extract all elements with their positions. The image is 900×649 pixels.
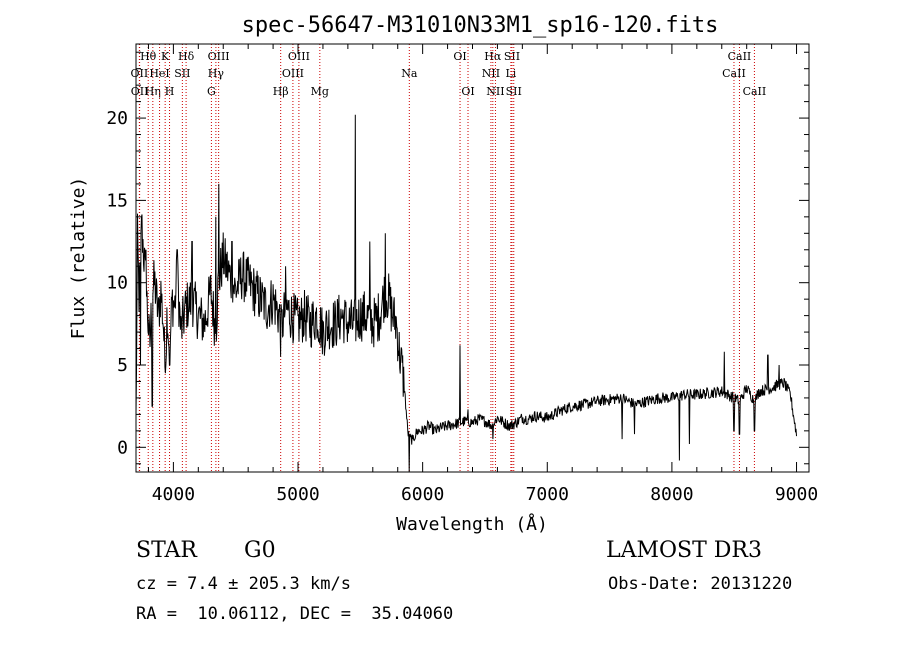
line-marker-label-20: NII: [482, 67, 500, 80]
line-marker-label-14: OIII: [282, 67, 304, 80]
x-tick-label-8000: 8000: [650, 484, 693, 505]
line-marker-label-16: Na: [401, 67, 418, 80]
x-tick-label-5000: 5000: [276, 484, 319, 505]
chart-title: spec-56647-M31010N33M1_sp16-120.fits: [242, 13, 719, 38]
line-marker-label-17: OI: [453, 50, 466, 63]
spectrum-line: [135, 114, 797, 473]
line-marker-label-21: NII: [486, 85, 504, 98]
axis-ticks: 4000 5000 6000 7000 8000 9000 0 5 10 15 20: [106, 44, 818, 505]
x-tick-label-6000: 6000: [401, 484, 444, 505]
x-tick-label-7000: 7000: [526, 484, 569, 505]
plot-frame: [135, 43, 810, 473]
line-marker-label-15: Mg: [311, 85, 329, 98]
object-subclass: G0: [244, 538, 276, 563]
x-tick-label-9000: 9000: [775, 484, 818, 505]
line-marker-label-0: Hθ: [140, 50, 157, 63]
line-marker-label-6: H: [165, 85, 175, 98]
redshift-cz: cz = 7.4 ± 205.3 km/s: [136, 574, 351, 594]
line-marker-label-9: OIII: [208, 50, 230, 63]
y-tick-label-5: 5: [117, 355, 128, 376]
line-marker-label-5: HeI: [149, 67, 169, 80]
line-marker-label-24: SII: [506, 85, 522, 98]
line-marker-label-10: Hγ: [208, 67, 225, 80]
y-tick-label-20: 20: [106, 108, 128, 129]
line-marker-label-3: Hη: [145, 85, 161, 98]
line-marker-label-13: OIII: [288, 50, 310, 63]
line-marker-label-26: CaII: [722, 67, 746, 80]
line-marker-label-22: SII: [504, 50, 520, 63]
survey-name: LAMOST DR3: [606, 538, 762, 563]
line-marker-label-1: OII: [131, 67, 149, 80]
x-axis-label: Wavelength (Å): [396, 513, 548, 535]
line-marker-label-8: SII: [174, 67, 190, 80]
line-marker-label-12: Hβ: [273, 85, 289, 98]
x-tick-label-4000: 4000: [152, 484, 195, 505]
ra-dec: RA = 10.06112, DEC = 35.04060: [136, 604, 454, 624]
line-marker-label-11: G: [207, 85, 216, 98]
line-marker-label-19: Hα: [484, 50, 502, 63]
y-axis-label: Flux (relative): [68, 177, 89, 340]
obs-date: Obs-Date: 20131220: [608, 574, 793, 594]
line-marker-label-23: Li: [505, 67, 516, 80]
line-marker-label-25: CaII: [728, 50, 752, 63]
line-marker-label-7: Hδ: [178, 50, 195, 63]
line-marker-label-27: CaII: [743, 85, 767, 98]
y-tick-label-10: 10: [106, 273, 128, 294]
y-tick-label-0: 0: [117, 437, 128, 458]
y-tick-label-15: 15: [106, 190, 128, 211]
line-marker-label-2: OII: [131, 85, 149, 98]
line-marker-label-4: K: [161, 50, 170, 63]
object-class: STAR: [136, 538, 197, 563]
line-marker-label-18: OI: [461, 85, 474, 98]
